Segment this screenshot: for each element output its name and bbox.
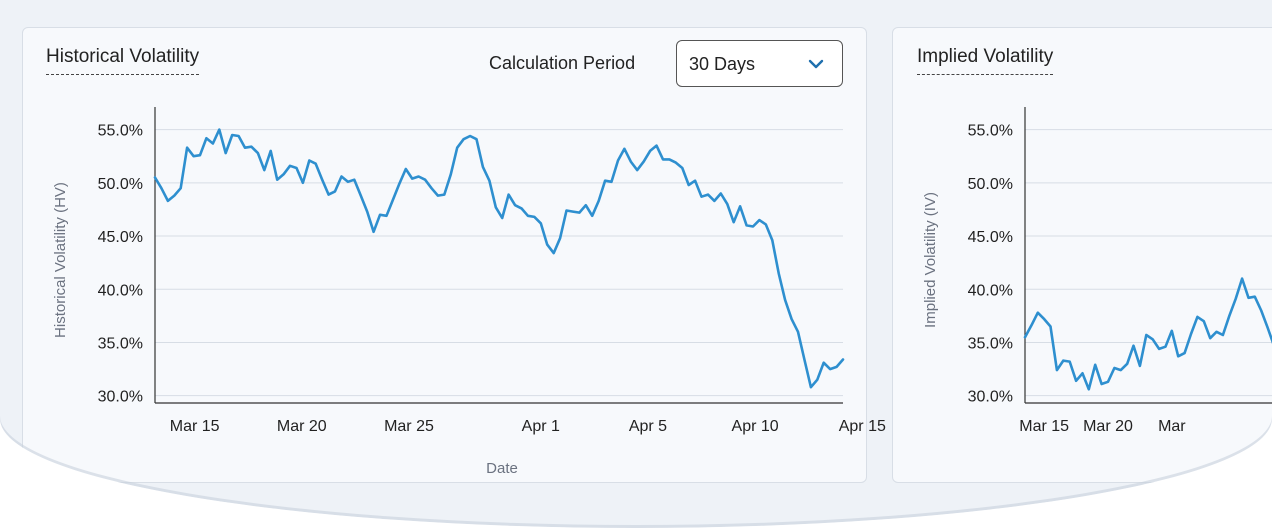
series-line	[1023, 277, 1272, 391]
x-tick-label: Mar 20	[277, 418, 327, 435]
iv-chart: 30.0% 35.0% 40.0% 45.0% 50.0% 55.0% Mar 15 Mar …	[922, 107, 1272, 435]
y-tick-label: 50.0%	[968, 176, 1013, 193]
y-tick-label: 55.0%	[98, 123, 143, 140]
x-tick-label: Apr 5	[629, 418, 667, 435]
x-axis-title: Date	[486, 460, 518, 477]
x-tick-label: Mar 15	[170, 418, 220, 435]
x-tick-label: Mar	[1158, 418, 1186, 435]
y-tick-label: 50.0%	[98, 176, 143, 193]
hv-chart: 30.0% 35.0% 40.0% 45.0% 50.0% 55.0% Mar 15 Mar …	[52, 107, 886, 477]
historical-volatility-card: Historical Volatility Calculation Period…	[22, 27, 886, 483]
chevron-down-icon	[808, 59, 824, 69]
y-tick-label: 30.0%	[968, 389, 1013, 406]
y-axis-title: Implied Volatility (IV)	[922, 192, 939, 328]
calculation-period-select[interactable]: 30 Days	[676, 40, 843, 87]
calculation-period-label: Calculation Period	[489, 53, 636, 73]
y-axis-title: Historical Volatility (HV)	[52, 182, 69, 338]
hv-card-title[interactable]: Historical Volatility	[46, 46, 200, 75]
x-tick-label: Apr 15	[839, 418, 886, 435]
x-tick-label: Mar 20	[1083, 418, 1133, 435]
x-tick-label: Apr 1	[522, 418, 560, 435]
y-tick-label: 45.0%	[98, 229, 143, 246]
iv-card-title[interactable]: Implied Volatility	[917, 46, 1054, 75]
y-tick-label: 35.0%	[968, 335, 1013, 352]
y-tick-label: 40.0%	[98, 282, 143, 299]
x-tick-label: Mar 15	[1019, 418, 1069, 435]
y-tick-label: 45.0%	[968, 229, 1013, 246]
implied-volatility-card: Implied Volatility 30.0% 35.0% 40.0% 45.0% 5…	[892, 27, 1272, 483]
calculation-period-value: 30 Days	[689, 54, 756, 74]
y-tick-label: 35.0%	[98, 335, 143, 352]
x-tick-label: Apr 10	[732, 418, 779, 435]
y-tick-label: 55.0%	[968, 123, 1013, 140]
y-tick-label: 40.0%	[968, 282, 1013, 299]
series-line	[153, 128, 845, 389]
y-tick-label: 30.0%	[98, 389, 143, 406]
x-tick-label: Mar 25	[384, 418, 434, 435]
